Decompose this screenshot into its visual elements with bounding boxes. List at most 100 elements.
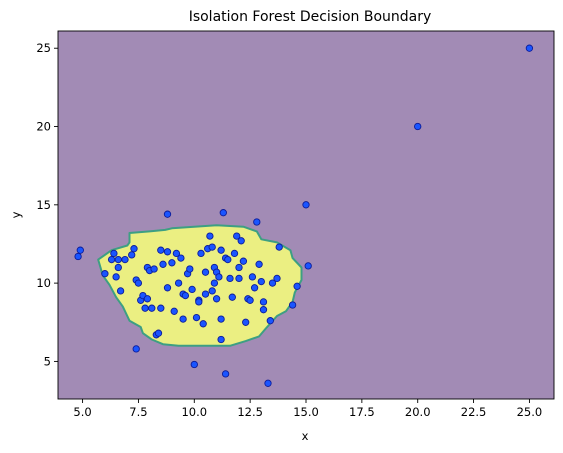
data-point <box>253 218 261 226</box>
data-point <box>221 370 230 378</box>
data-point <box>132 345 140 353</box>
y-tick-label: 15 <box>36 198 51 212</box>
data-point <box>74 252 82 261</box>
y-tick-label: 10 <box>36 276 51 290</box>
data-point <box>150 265 158 273</box>
data-point <box>76 246 84 254</box>
data-point <box>259 306 268 314</box>
data-point <box>195 298 203 306</box>
data-point <box>107 255 116 264</box>
points-layer <box>74 44 534 387</box>
data-point <box>302 201 310 209</box>
data-point <box>217 315 225 323</box>
plot-background <box>58 31 554 399</box>
x-tick-label: 20.0 <box>405 405 431 419</box>
x-tick-label: 25.0 <box>517 405 543 419</box>
data-point <box>163 210 172 218</box>
data-point <box>188 285 196 294</box>
data-point <box>239 257 248 265</box>
data-point <box>157 246 165 254</box>
data-point <box>246 296 254 304</box>
data-point <box>190 360 198 369</box>
x-tick-label: 5.0 <box>73 405 91 419</box>
data-point <box>304 262 312 270</box>
data-point <box>235 274 243 283</box>
data-point <box>157 304 165 312</box>
data-point <box>177 254 185 262</box>
data-point <box>275 243 283 251</box>
x-tick-label: 7.5 <box>129 405 147 419</box>
data-point <box>110 249 118 258</box>
data-point <box>224 255 232 264</box>
data-point <box>273 274 281 283</box>
data-point <box>266 317 274 325</box>
data-point <box>268 279 277 287</box>
data-point <box>414 122 422 131</box>
data-point <box>116 287 125 295</box>
data-point <box>525 44 534 52</box>
data-point <box>248 273 257 281</box>
x-axis-label: x <box>302 429 309 443</box>
data-point <box>208 287 216 295</box>
data-point <box>206 232 214 240</box>
data-point <box>112 273 120 281</box>
data-point <box>217 335 225 344</box>
data-point <box>181 291 190 300</box>
data-point <box>163 248 172 256</box>
y-tick-label: 20 <box>36 120 51 134</box>
data-point <box>186 265 194 273</box>
y-tick-label: 25 <box>36 41 51 55</box>
data-point <box>233 232 241 240</box>
data-point <box>237 237 245 245</box>
data-point <box>257 277 265 286</box>
data-point <box>217 246 225 254</box>
data-point <box>230 249 239 258</box>
data-point <box>143 295 152 303</box>
data-point <box>208 243 216 251</box>
chart-title: Isolation Forest Decision Boundary <box>189 9 432 25</box>
data-point <box>288 301 297 309</box>
data-point <box>163 284 172 292</box>
data-point <box>114 255 122 264</box>
data-point <box>201 290 210 298</box>
x-tick-label: 10.0 <box>181 405 207 419</box>
data-point <box>215 273 223 281</box>
data-point <box>226 274 234 283</box>
data-point <box>255 260 263 268</box>
data-point <box>212 295 221 303</box>
data-point <box>172 249 181 258</box>
data-point <box>179 315 187 323</box>
data-point <box>219 209 227 217</box>
data-point <box>228 293 236 301</box>
y-axis-label: y <box>9 211 23 218</box>
data-point <box>192 313 201 322</box>
data-point <box>242 318 250 326</box>
data-point <box>114 263 122 272</box>
data-point <box>148 304 156 312</box>
data-point <box>101 270 109 278</box>
y-tick-label: 5 <box>44 354 51 368</box>
data-point <box>293 282 301 290</box>
data-point <box>121 255 129 264</box>
data-point <box>210 279 219 287</box>
data-point <box>154 329 163 337</box>
x-axis: 5.0 7.5 10.0 12.5 15.0 17.5 20.0 22.5 25.0 <box>73 399 542 419</box>
data-point <box>250 284 259 292</box>
data-point <box>130 245 138 253</box>
data-point <box>128 251 136 259</box>
data-point <box>197 249 205 258</box>
data-point <box>259 298 268 306</box>
data-point <box>199 320 207 328</box>
x-tick-label: 17.5 <box>349 405 375 419</box>
x-tick-label: 12.5 <box>237 405 263 419</box>
data-point <box>170 307 178 315</box>
data-point <box>264 379 272 387</box>
data-point <box>235 263 243 272</box>
x-tick-label: 15.0 <box>293 405 319 419</box>
data-point <box>168 259 176 267</box>
data-point <box>141 304 149 312</box>
data-point <box>159 260 167 268</box>
data-point <box>201 268 210 276</box>
data-point <box>134 279 143 287</box>
